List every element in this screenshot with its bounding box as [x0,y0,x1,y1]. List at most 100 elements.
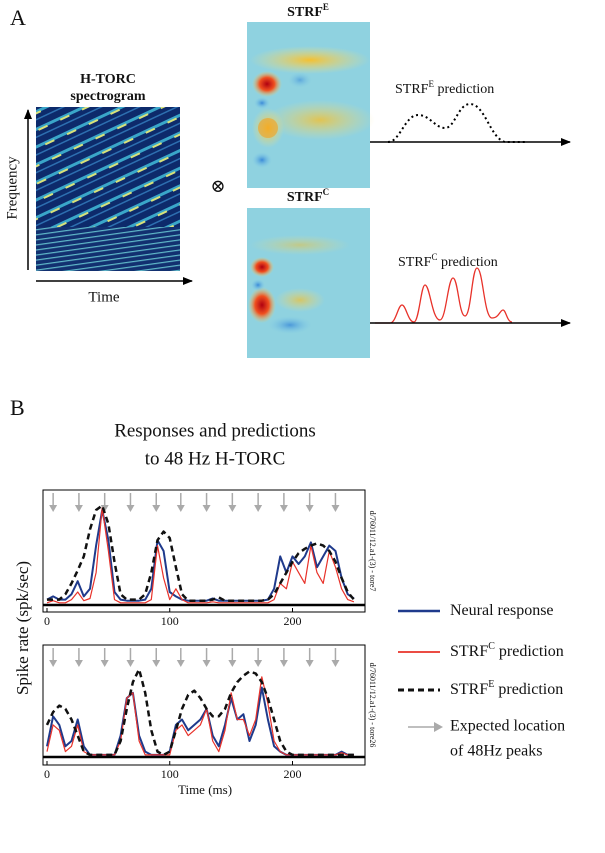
peak-arrow [126,493,135,512]
arrow-head [434,722,443,732]
arrow-head [331,505,340,512]
peak-arrow [126,648,135,667]
panel-title: Responses and predictions [114,420,316,441]
series-line [47,504,355,602]
peak-arrow [152,648,161,667]
legend-label-part: prediction [494,681,563,698]
legend-label: Neural response [450,602,554,619]
x-tick-label: 100 [161,767,179,781]
panel-title: to 48 Hz H-TORC [145,448,286,469]
legend-label: of 48Hz peaks [450,743,542,760]
prediction-label-base: STRF [395,82,429,97]
peak-arrow [202,493,211,512]
peak-arrow [279,493,288,512]
peak-arrow [228,648,237,667]
legend-swatch [408,722,443,732]
prediction-label-rest: prediction [437,255,497,270]
peak-arrow [100,493,109,512]
arrow-head [74,660,83,667]
arrow-head [49,505,58,512]
axis-label: Frequency [4,156,20,220]
arrow-head [279,660,288,667]
arrow-head [100,660,109,667]
panel-label: B [10,395,25,420]
peak-arrow [254,648,263,667]
arrow-head [279,505,288,512]
legend-label-part: STRF [450,643,488,660]
peak-arrow [49,493,58,512]
strf-c-image [247,208,370,358]
legend-label-part: C [488,641,495,652]
arrow-head [100,505,109,512]
operator: ⊗ [210,176,225,196]
series-line [46,507,355,604]
peak-arrow [152,493,161,512]
prediction-sketch [387,102,525,143]
x-tick-label: 200 [283,614,301,628]
plot-frame [42,644,366,766]
series-line [46,676,354,756]
peak-arrow [305,648,314,667]
arrow-head [254,505,263,512]
spectrogram-image [36,107,180,227]
arrow-head [176,660,185,667]
x-tick-label: 200 [283,767,301,781]
arrow-head [74,505,83,512]
peak-arrow [228,493,237,512]
legend-label: STRFE prediction [450,679,563,697]
legend-label-part: Neural response [450,602,554,619]
prediction-label: STRFC prediction [398,252,498,270]
prediction-label-sup: E [428,79,434,89]
arrow-head [202,660,211,667]
arrow-head [152,505,161,512]
peak-arrow [74,493,83,512]
arrow-head [228,660,237,667]
y-axis-label: Spike rate (spk/sec) [13,561,32,695]
prediction-sketch [375,267,513,324]
prediction-label-base: STRF [398,255,432,270]
strf-title: STRFC [287,187,329,205]
peak-arrow [254,493,263,512]
arrow-head [305,505,314,512]
spectrogram-image [36,227,180,271]
strf-title-base: STRF [287,190,323,205]
strf-title: STRFE [287,2,329,20]
arrow-head [202,505,211,512]
side-label: d/76011/12.a1-(3) - tore7 [368,511,377,592]
peak-arrow [331,648,340,667]
x-axis-label: Time (ms) [178,782,232,797]
spectrogram-title: H-TORC [80,72,136,87]
arrow-head [331,660,340,667]
prediction-label-rest: prediction [434,82,494,97]
legend-label-part: E [488,679,494,690]
side-label: d/76011/12.a1-(3) - tore26 [368,663,377,748]
arrow-head [228,505,237,512]
x-tick-label: 0 [44,614,50,628]
axis-label: Time [88,289,119,305]
legend-label-part: STRF [450,681,488,698]
strf-e-image [247,22,375,188]
peak-arrow [279,648,288,667]
arrow-head [305,660,314,667]
peak-arrow [176,648,185,667]
strf-title-sup: C [323,187,330,197]
peak-arrow [100,648,109,667]
peak-arrow [202,648,211,667]
spectrogram-title: spectrogram [70,89,145,104]
peak-arrow [176,493,185,512]
panel-label: A [10,5,26,30]
strf-title-base: STRF [287,5,323,20]
prediction-label-sup: C [431,252,437,262]
arrow-head [126,505,135,512]
prediction-label: STRFE prediction [395,79,494,97]
strf-title-sup: E [323,2,329,12]
arrow-head [152,660,161,667]
peak-arrow [305,493,314,512]
plot-frame [42,489,366,613]
arrow-head [49,660,58,667]
legend-label-part: prediction [495,643,564,660]
legend-label: STRFC prediction [450,641,564,659]
legend-label: Expected location [450,718,565,735]
x-tick-label: 0 [44,767,50,781]
